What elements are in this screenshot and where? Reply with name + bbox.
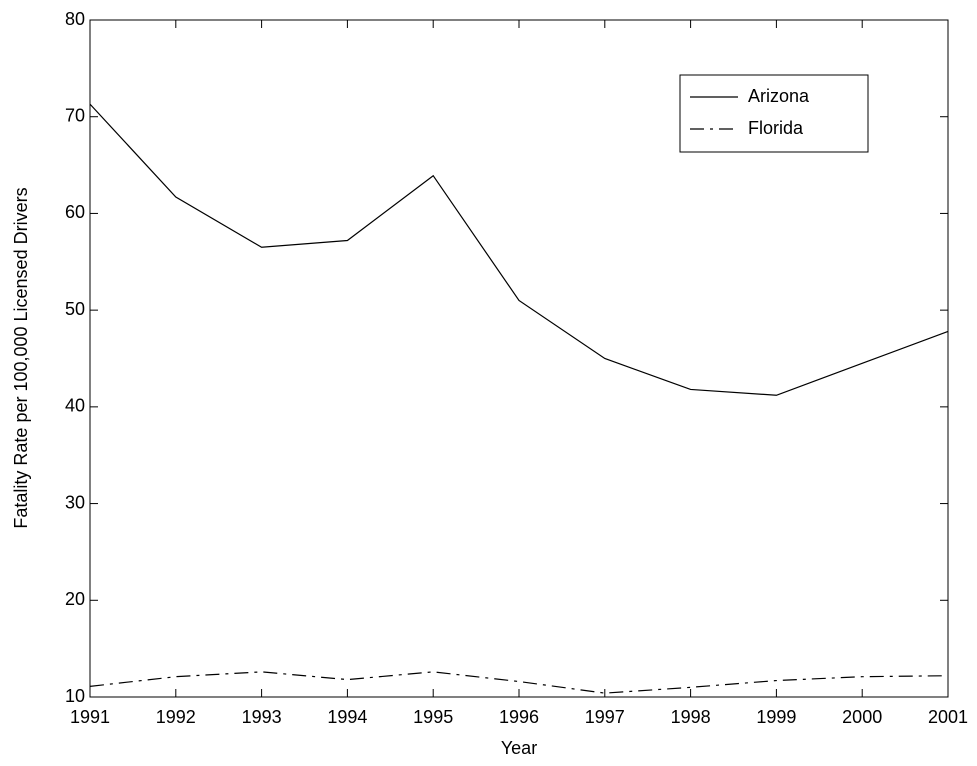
x-tick-label: 1997 <box>585 707 625 727</box>
y-tick-label: 40 <box>65 396 85 416</box>
x-tick-label: 1995 <box>413 707 453 727</box>
series-line <box>89 103 949 396</box>
y-tick-label: 60 <box>65 202 85 222</box>
x-tick-label: 1993 <box>242 707 282 727</box>
x-tick-label: 2001 <box>928 707 968 727</box>
y-tick-label: 50 <box>65 299 85 319</box>
y-tick-label: 20 <box>65 589 85 609</box>
x-tick-label: 1992 <box>156 707 196 727</box>
x-tick-label: 1998 <box>671 707 711 727</box>
y-tick-label: 30 <box>65 492 85 512</box>
x-axis-label: Year <box>501 738 537 758</box>
series-line <box>89 671 949 694</box>
x-tick-label: 1991 <box>70 707 110 727</box>
y-tick-label: 70 <box>65 105 85 125</box>
legend-label: Arizona <box>748 86 810 106</box>
y-axis-label: Fatality Rate per 100,000 Licensed Drive… <box>11 187 31 528</box>
x-tick-label: 1994 <box>327 707 367 727</box>
x-tick-label: 1999 <box>756 707 796 727</box>
legend-box <box>679 74 869 153</box>
y-tick-label: 10 <box>65 686 85 706</box>
x-tick-label: 1996 <box>499 707 539 727</box>
x-tick-label: 2000 <box>842 707 882 727</box>
legend-label: Florida <box>748 118 804 138</box>
y-tick-label: 80 <box>65 9 85 29</box>
